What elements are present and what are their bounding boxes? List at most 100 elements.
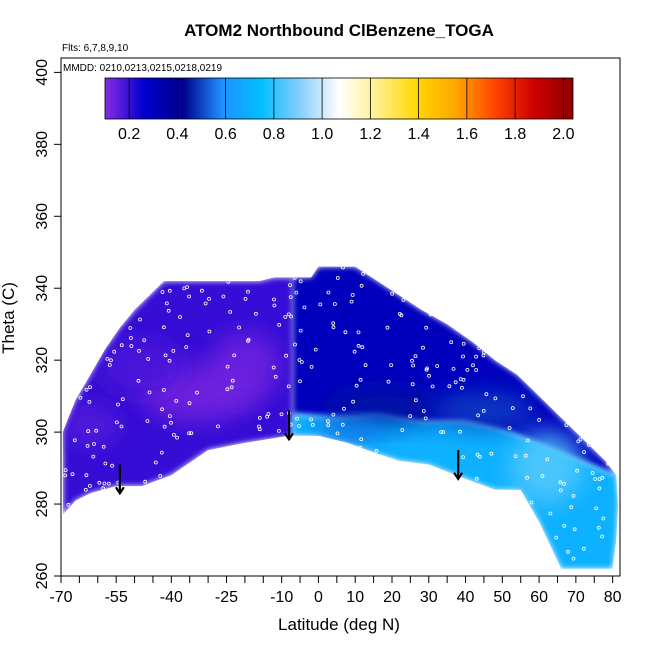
data-point — [129, 262, 132, 265]
data-point — [159, 450, 164, 455]
data-point — [217, 266, 222, 269]
data-point — [562, 481, 566, 486]
data-point — [441, 430, 446, 435]
data-point — [602, 393, 606, 398]
data-point — [389, 363, 394, 368]
data-point — [406, 490, 411, 495]
data-point — [110, 513, 114, 517]
data-point — [92, 442, 96, 446]
data-point — [272, 561, 277, 566]
data-point — [100, 523, 105, 528]
data-point — [447, 384, 452, 389]
data-point — [227, 267, 232, 272]
data-point — [279, 412, 284, 417]
data-point — [115, 420, 119, 425]
data-point — [384, 459, 389, 464]
y-axis-label: Theta (C) — [0, 282, 18, 354]
data-point — [143, 479, 148, 484]
colorbar-tick-label: 1.2 — [359, 126, 381, 143]
data-point — [237, 325, 242, 330]
data-point — [542, 390, 547, 395]
data-point — [279, 527, 283, 532]
data-point — [571, 410, 576, 415]
data-point — [394, 461, 399, 466]
data-point — [208, 266, 213, 271]
data-point — [408, 552, 413, 557]
data-point — [398, 559, 403, 564]
data-point — [100, 526, 104, 531]
data-point — [169, 420, 173, 425]
data-point — [277, 322, 282, 327]
data-point — [229, 474, 234, 478]
data-point — [306, 553, 311, 558]
colorbar-fill — [105, 78, 573, 119]
data-point — [276, 428, 281, 433]
data-point — [272, 303, 277, 308]
data-point — [74, 532, 78, 537]
data-point — [376, 551, 381, 556]
data-point — [523, 453, 528, 458]
data-point — [154, 537, 159, 542]
data-point — [219, 478, 224, 483]
data-point — [103, 461, 108, 466]
data-point — [231, 457, 236, 462]
data-point — [465, 367, 470, 372]
data-point — [605, 324, 610, 329]
data-point — [108, 526, 112, 531]
data-point — [298, 454, 303, 458]
data-point — [230, 378, 235, 383]
data-point — [535, 359, 539, 364]
data-point — [414, 527, 419, 532]
data-point — [171, 348, 176, 353]
data-point — [493, 396, 498, 401]
data-point — [451, 296, 455, 301]
data-point — [445, 528, 450, 533]
data-point — [385, 325, 390, 330]
data-point — [317, 501, 322, 505]
x-axis: -70 -55 -40 -25 -10 0 10 20 30 40 50 60 70 80 — [49, 576, 622, 606]
data-point — [93, 562, 98, 567]
data-point — [87, 399, 92, 404]
data-point — [374, 562, 379, 567]
data-point — [158, 473, 163, 478]
data-point — [521, 394, 525, 399]
data-point — [294, 491, 299, 496]
data-point — [545, 457, 550, 462]
data-point — [548, 511, 553, 516]
data-point — [291, 504, 296, 509]
data-point — [340, 422, 345, 427]
data-point — [525, 259, 528, 262]
data-point — [197, 273, 202, 278]
data-point — [571, 556, 576, 561]
data-point — [401, 298, 406, 302]
data-point — [374, 448, 379, 453]
data-point — [258, 513, 263, 518]
data-point — [91, 454, 96, 459]
data-point — [489, 451, 494, 456]
data-point — [293, 342, 297, 347]
data-point — [273, 374, 278, 379]
data-point — [594, 266, 599, 270]
data-point — [510, 406, 515, 411]
data-point — [68, 308, 72, 313]
data-point — [499, 553, 503, 558]
data-point — [568, 335, 572, 340]
data-point — [503, 266, 508, 268]
data-point — [408, 414, 413, 419]
data-point — [400, 428, 405, 432]
data-point — [83, 538, 87, 543]
data-point — [167, 288, 172, 293]
data-point — [189, 431, 194, 436]
data-point — [167, 358, 172, 363]
data-point — [80, 561, 85, 565]
data-point — [80, 266, 85, 271]
data-point — [503, 349, 508, 354]
data-point — [71, 543, 76, 548]
x-tick-label: 60 — [530, 589, 548, 606]
data-point — [358, 377, 363, 382]
data-point — [278, 555, 283, 560]
data-point — [540, 546, 545, 550]
y-tick-label: 380 — [34, 131, 51, 158]
data-point — [137, 488, 142, 493]
data-point — [521, 542, 525, 547]
